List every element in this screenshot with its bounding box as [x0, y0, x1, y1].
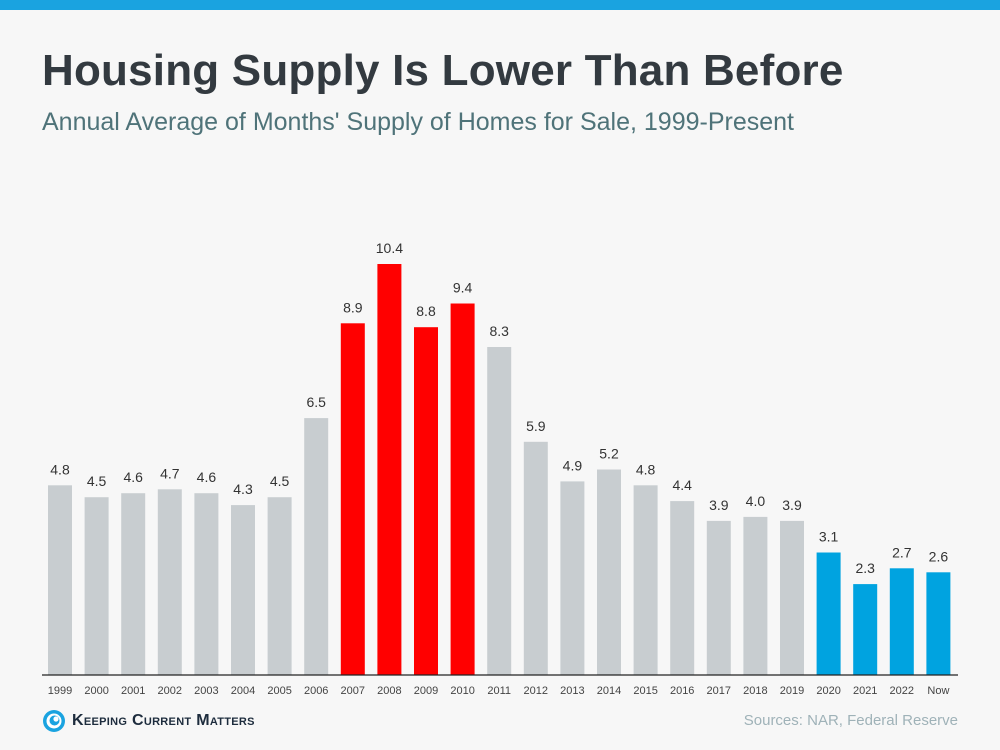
bar-2022 — [889, 568, 914, 675]
top-accent-bar — [0, 0, 1000, 10]
bar-2008 — [377, 264, 402, 675]
bar-2016 — [670, 501, 695, 675]
x-tick-label-2006: 2006 — [304, 685, 328, 697]
x-tick-label-2015: 2015 — [633, 685, 657, 697]
bar-2014 — [597, 469, 621, 675]
chart-title: Housing Supply Is Lower Than Before — [42, 46, 844, 95]
bar-2007 — [340, 323, 365, 675]
value-label-1999: 4.8 — [50, 461, 70, 477]
x-tick-label-2007: 2007 — [341, 685, 365, 697]
bar-2009 — [414, 327, 438, 675]
value-label-2020: 3.1 — [819, 529, 839, 545]
bar-2004 — [231, 505, 255, 675]
x-tick-label-2011: 2011 — [487, 685, 511, 697]
x-tick-label-2003: 2003 — [194, 685, 218, 697]
value-label-2001: 4.6 — [123, 469, 143, 485]
bar-2001 — [121, 493, 146, 675]
bar-2002 — [157, 489, 182, 675]
kcm-swirl-icon — [43, 710, 65, 732]
x-tick-label-2017: 2017 — [707, 685, 731, 697]
bar-2018 — [743, 516, 768, 675]
value-label-2021: 2.3 — [855, 560, 875, 576]
bar-1999 — [48, 485, 72, 675]
brand-name: Keeping Current Matters — [72, 712, 255, 729]
x-tick-label-2001: 2001 — [121, 685, 145, 697]
value-label-2007: 8.9 — [343, 299, 363, 315]
bar-2000 — [84, 497, 109, 675]
x-tick-label-2012: 2012 — [524, 685, 548, 697]
bar-2013 — [560, 481, 585, 675]
value-label-2014: 5.2 — [599, 446, 619, 462]
bar-2019 — [780, 520, 804, 675]
bar-2021 — [853, 584, 878, 675]
value-label-2018: 4.0 — [746, 493, 766, 509]
x-tick-label-2021: 2021 — [853, 685, 877, 697]
value-label-2000: 4.5 — [87, 473, 107, 489]
bar-2017 — [706, 520, 731, 675]
value-label-2012: 5.9 — [526, 418, 546, 434]
x-tick-label-2013: 2013 — [560, 685, 584, 697]
value-label-2003: 4.6 — [197, 469, 217, 485]
value-label-2015: 4.8 — [636, 461, 656, 477]
value-label-2006: 6.5 — [306, 394, 326, 410]
bar-2006 — [304, 418, 329, 675]
value-label-2022: 2.7 — [892, 544, 912, 560]
x-tick-label-2009: 2009 — [414, 685, 438, 697]
x-tick-label-2020: 2020 — [816, 685, 840, 697]
x-tick-label-2005: 2005 — [267, 685, 291, 697]
bar-2015 — [633, 485, 658, 675]
x-tick-label-2002: 2002 — [158, 685, 182, 697]
x-tick-label-2019: 2019 — [780, 685, 804, 697]
x-tick-label-1999: 1999 — [48, 685, 72, 697]
value-label-2011: 8.3 — [489, 323, 509, 339]
brand-logo: Keeping Current Matters — [42, 709, 255, 733]
value-label-2010: 9.4 — [453, 280, 473, 296]
x-tick-label-now: Now — [927, 685, 949, 697]
x-tick-label-2016: 2016 — [670, 685, 694, 697]
value-label-2019: 3.9 — [782, 497, 802, 513]
bar-2011 — [487, 347, 512, 675]
source-note: Sources: NAR, Federal Reserve — [743, 712, 958, 729]
value-label-2017: 3.9 — [709, 497, 729, 513]
x-tick-label-2018: 2018 — [743, 685, 767, 697]
value-label-now: 2.6 — [929, 548, 949, 564]
value-label-2016: 4.4 — [672, 477, 692, 493]
value-label-2013: 4.9 — [563, 457, 583, 473]
bar-2005 — [267, 497, 292, 675]
value-label-2002: 4.7 — [160, 465, 180, 481]
bar-2010 — [450, 303, 475, 675]
x-tick-label-2008: 2008 — [377, 685, 401, 697]
x-tick-label-2022: 2022 — [890, 685, 914, 697]
bar-2003 — [194, 493, 219, 675]
x-tick-label-2010: 2010 — [450, 685, 474, 697]
x-tick-label-2004: 2004 — [231, 685, 255, 697]
x-tick-label-2000: 2000 — [84, 685, 108, 697]
value-label-2008: 10.4 — [376, 240, 403, 256]
bar-2012 — [523, 441, 548, 675]
bar-now — [926, 572, 951, 676]
x-tick-label-2014: 2014 — [597, 685, 621, 697]
chart-subtitle: Annual Average of Months' Supply of Home… — [42, 108, 794, 136]
bar-2020 — [816, 552, 841, 675]
value-label-2004: 4.3 — [233, 481, 253, 497]
value-label-2005: 4.5 — [270, 473, 290, 489]
value-label-2009: 8.8 — [416, 303, 436, 319]
